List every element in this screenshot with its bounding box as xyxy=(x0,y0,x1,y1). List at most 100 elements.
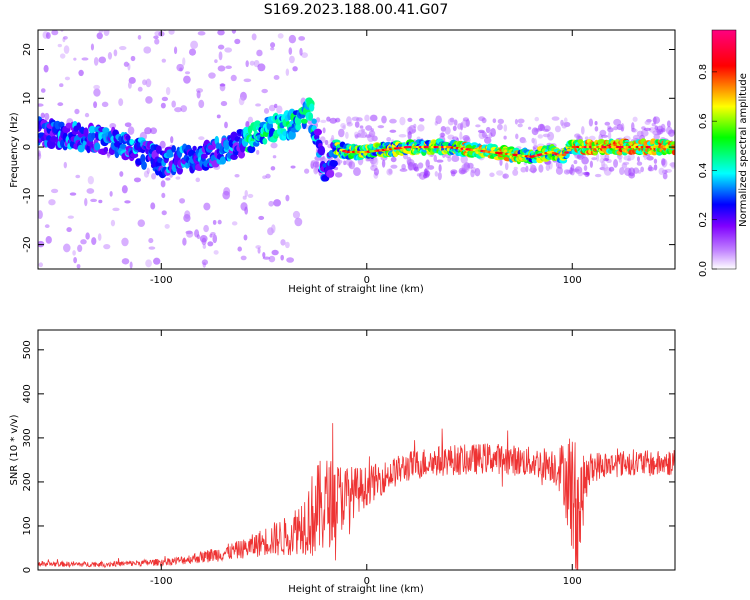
spectrogram-speckle xyxy=(619,167,625,176)
spectrogram-speckle xyxy=(608,166,615,172)
spectrogram-speckle xyxy=(462,117,469,122)
spectrogram-speckle xyxy=(489,172,495,178)
spectrogram-speckle xyxy=(203,202,211,211)
spectrogram-speckle xyxy=(63,35,68,40)
spectrogram-speckle xyxy=(38,152,42,161)
spectrogram-speckle xyxy=(386,168,393,176)
spectrogram-speckle xyxy=(208,72,216,79)
spectrogram-speckle xyxy=(514,118,518,125)
spectrogram-speckle xyxy=(542,133,551,138)
spectrogram-speckle xyxy=(219,83,226,87)
spectrogram-speckle xyxy=(304,168,310,174)
spectrogram-speckle xyxy=(45,32,51,40)
spectrogram-speckle xyxy=(217,30,225,36)
spectrogram-speckle xyxy=(520,166,527,173)
spectrogram-speckle xyxy=(202,244,207,249)
spectrogram-speckle xyxy=(230,74,237,82)
spectrogram-heatmap xyxy=(38,30,675,269)
spectrogram-speckle xyxy=(73,257,78,264)
spectrogram-speckle xyxy=(594,126,599,132)
spectrogram-speckle xyxy=(224,47,233,53)
spectrogram-speckle xyxy=(613,118,622,126)
spectrogram-speckle xyxy=(109,123,117,129)
spectrogram-speckle xyxy=(179,198,186,204)
spectrogram-ridge-cell xyxy=(309,103,315,112)
spectrogram-speckle xyxy=(271,249,279,256)
spectrogram-ridge-cell xyxy=(311,118,317,125)
spectrogram-speckle xyxy=(452,125,457,132)
spectrogram-speckle xyxy=(93,56,99,66)
spectrogram-speckle xyxy=(149,127,158,135)
spectrogram-speckle xyxy=(620,122,625,132)
spectrogram-speckle xyxy=(130,55,136,62)
spectrogram-speckle xyxy=(547,131,555,141)
spectrogram-speckle xyxy=(490,127,496,137)
spectrogram-speckle xyxy=(198,136,205,141)
spectrogram-speckle xyxy=(512,169,519,176)
spectrogram-speckle xyxy=(160,180,166,188)
spectrogram-speckle xyxy=(399,168,408,172)
spectrogram-speckle xyxy=(173,46,178,55)
spectrogram-speckle xyxy=(631,128,638,133)
spectrogram-speckle xyxy=(262,256,271,260)
spectrogram-speckle xyxy=(433,154,438,163)
spectrogram-speckle xyxy=(214,59,218,64)
spectrogram-speckle xyxy=(50,188,59,194)
spectrogram-speckle xyxy=(216,114,221,119)
spectrogram-speckle xyxy=(373,157,379,166)
spectrogram-speckle xyxy=(124,200,131,204)
spectrogram-speckle xyxy=(643,127,652,131)
spectrogram-speckle xyxy=(386,137,392,142)
spectrogram-speckle xyxy=(272,155,277,159)
spectrogram-speckle xyxy=(234,38,241,45)
spectrogram-speckle xyxy=(121,237,129,247)
spectrogram-speckle xyxy=(478,116,486,122)
spectrogram-speckle xyxy=(581,156,589,165)
spectrogram-speckle xyxy=(438,164,442,173)
snr-ytick-label: 300 xyxy=(22,428,33,447)
spectrogram-speckle xyxy=(584,136,589,140)
spectrogram-speckle xyxy=(373,167,380,176)
spectrogram-speckle xyxy=(97,233,102,241)
spectrogram-speckle xyxy=(417,124,425,132)
spectrogram-speckle xyxy=(497,118,505,125)
spectrogram-speckle xyxy=(351,116,360,122)
spectrogram-speckle xyxy=(109,191,113,197)
spectrogram-speckle xyxy=(435,115,442,125)
spectrogram-speckle xyxy=(84,197,88,207)
spectrogram-ridge-cell xyxy=(94,142,101,151)
spectrogram-speckle xyxy=(103,30,110,37)
spectrogram-speckle xyxy=(345,131,349,139)
spectrogram-speckle xyxy=(343,160,347,166)
spectrogram-speckle xyxy=(419,117,425,122)
spectrogram-speckle xyxy=(190,40,199,49)
spectrogram-speckle xyxy=(63,45,70,54)
spectrogram-speckle xyxy=(312,161,320,168)
spectrogram-speckle xyxy=(245,120,250,129)
spectrogram-speckle xyxy=(213,250,219,255)
spectrogram-speckle xyxy=(86,188,95,194)
spectrogram-speckle xyxy=(38,210,43,220)
spectrogram-speckle xyxy=(184,210,191,219)
colorbar-tick-label: 0.6 xyxy=(698,113,709,129)
spectrogram-speckle xyxy=(74,108,80,115)
spectrogram-speckle xyxy=(661,158,666,166)
spectrogram-speckle xyxy=(85,232,90,240)
spectrogram-speckle xyxy=(447,118,455,126)
spectrogram-speckle xyxy=(195,177,201,183)
spectrogram-speckle xyxy=(137,86,143,92)
spectrogram-speckle xyxy=(519,139,527,144)
spectrogram-speckle xyxy=(646,156,654,161)
spectrogram-speckle xyxy=(194,229,200,238)
spectrogram-speckle xyxy=(534,116,540,122)
spectrogram-speckle xyxy=(165,86,171,96)
spectrogram-speckle xyxy=(444,126,451,135)
spectrogram-speckle xyxy=(51,30,59,36)
spectrogram-speckle xyxy=(44,112,50,121)
spectrogram-speckle xyxy=(450,170,456,177)
spectrogram-speckle xyxy=(636,161,643,166)
spectrogram-speckle xyxy=(119,171,124,177)
spectrogram-speckle xyxy=(180,105,188,113)
spectrogram-speckle xyxy=(591,157,597,161)
